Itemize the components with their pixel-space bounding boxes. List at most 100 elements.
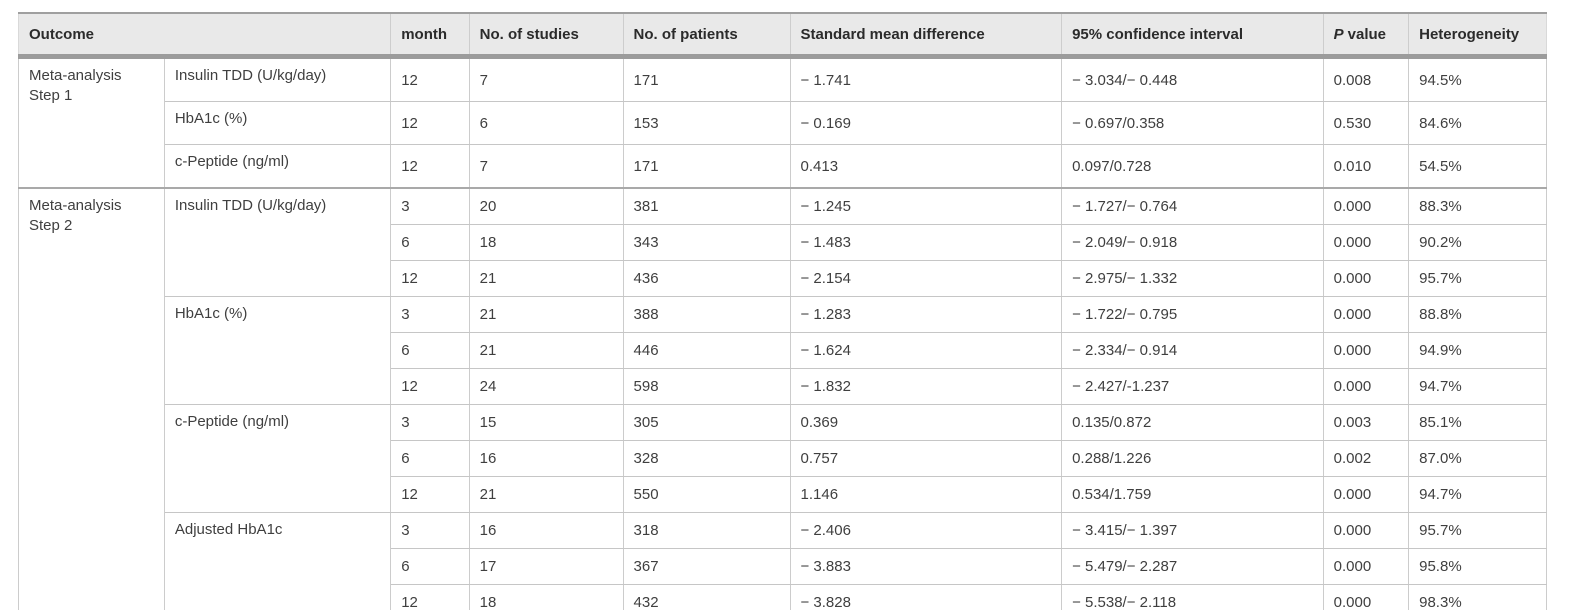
smd-cell: 0.413 [789,144,1063,189]
p-value-cell: 0.000 [1322,260,1410,297]
col-header-heterogeneity: Heterogeneity [1408,13,1547,59]
month-cell: 12 [390,144,470,189]
smd-cell: − 2.406 [789,512,1063,549]
month-cell: 3 [390,404,470,441]
patients-cell: 381 [622,187,791,225]
p-value-cell: 0.002 [1322,440,1410,477]
patients-cell: 367 [622,548,791,585]
p-value-cell: 0.000 [1322,512,1410,549]
table-row: 6 18 343− 1.483− 2.049/− 0.918 0.000 90.2% [19,224,1547,261]
patients-cell: 388 [622,296,791,333]
studies-cell: 21 [468,332,624,369]
studies-cell: 15 [468,404,624,441]
studies-cell: 7 [468,56,624,102]
p-value-cell: 0.000 [1322,224,1410,261]
smd-cell: 0.369 [789,404,1063,441]
p-value-cell: 0.530 [1322,101,1410,145]
p-value-cell: 0.008 [1322,56,1410,102]
heterogeneity-cell: 94.7% [1408,476,1547,513]
patients-cell: 318 [622,512,791,549]
month-cell: 6 [390,548,470,585]
patients-cell: 598 [622,368,791,405]
ci-cell: − 2.975/− 1.332 [1061,260,1324,297]
p-value-cell: 0.000 [1322,368,1410,405]
p-value-italic-letter: P [1333,25,1344,43]
heterogeneity-cell: 88.3% [1408,187,1547,225]
table-row: c-Peptide (ng/ml) 3 15 305 0.369 0.135/0.872 0… [19,404,1547,513]
col-header-outcome: Outcome [18,13,391,59]
smd-cell: − 1.283 [789,296,1063,333]
meta-analysis-table: Outcome month No. of studies No. of pati… [18,12,1547,610]
month-cell: 6 [390,440,470,477]
heterogeneity-cell: 88.8% [1408,296,1547,333]
studies-cell: 16 [468,512,624,549]
ci-cell: − 3.415/− 1.397 [1061,512,1324,549]
patients-cell: 343 [622,224,791,261]
month-cell: 3 [390,187,470,225]
studies-cell: 18 [468,584,624,610]
smd-cell: 0.757 [789,440,1063,477]
table-row: 12 21 550 1.146 0.534/1.759 0.000 94.7% [19,476,1547,513]
p-value-cell: 0.010 [1322,144,1410,189]
ci-cell: 0.288/1.226 [1061,440,1324,477]
col-header-ci: 95% confidence interval [1061,13,1324,59]
heterogeneity-cell: 95.8% [1408,548,1547,585]
table-row: 6 21 446− 1.624− 2.334/− 0.914 0.000 94.9% [19,332,1547,369]
table-row: 12 18 432− 3.828− 5.538/− 2.118 0.000 98.3% [19,584,1547,610]
month-cell: 3 [390,512,470,549]
month-cell: 6 [390,224,470,261]
studies-cell: 21 [468,296,624,333]
outcome-cell: HbA1c (%) [163,296,392,405]
month-cell: 12 [390,584,470,610]
p-value-cell: 0.000 [1322,332,1410,369]
ci-cell: − 5.538/− 2.118 [1061,584,1324,610]
patients-cell: 446 [622,332,791,369]
studies-cell: 16 [468,440,624,477]
studies-cell: 20 [468,187,624,225]
ci-cell: − 1.727/− 0.764 [1061,187,1324,225]
table-row: 12 24 598− 1.832− 2.427/-1.237 0.000 94.7% [19,368,1547,405]
smd-cell: − 0.169 [789,101,1063,145]
p-value-cell: 0.000 [1322,584,1410,610]
heterogeneity-cell: 94.7% [1408,368,1547,405]
patients-cell: 328 [622,440,791,477]
smd-cell: − 1.624 [789,332,1063,369]
p-value-cell: 0.003 [1322,404,1410,441]
col-header-patients: No. of patients [622,13,790,59]
smd-cell: 1.146 [789,476,1063,513]
patients-cell: 171 [622,56,791,102]
smd-cell: − 2.154 [789,260,1063,297]
table-row: 6 17 367− 3.883− 5.479/− 2.287 0.000 95.8% [19,548,1547,585]
ci-cell: 0.534/1.759 [1061,476,1324,513]
ci-cell: − 0.697/0.358 [1061,101,1324,145]
ci-cell: − 2.049/− 0.918 [1061,224,1324,261]
studies-cell: 6 [468,101,624,145]
group-label-cell: Meta-analysis Step 1 [18,56,165,189]
outcome-cell: HbA1c (%) [163,101,392,145]
patients-cell: 550 [622,476,791,513]
month-cell: 12 [390,260,470,297]
col-header-smd: Standard mean difference [789,13,1062,59]
smd-cell: − 1.245 [789,187,1063,225]
studies-cell: 21 [468,260,624,297]
p-value-cell: 0.000 [1322,476,1410,513]
col-header-studies: No. of studies [468,13,624,59]
month-cell: 6 [390,332,470,369]
table-row: Meta-analysis Step 1 Insulin TDD (U/kg/da… [18,56,1547,189]
heterogeneity-cell: 85.1% [1408,404,1547,441]
outcome-cell: Insulin TDD (U/kg/day) [163,56,392,102]
table-body: Meta-analysis Step 1 Insulin TDD (U/kg/da… [18,56,1547,610]
outcome-cell: c-Peptide (ng/ml) [163,404,392,513]
col-header-month: month [390,13,470,59]
studies-cell: 24 [468,368,624,405]
heterogeneity-cell: 87.0% [1408,440,1547,477]
heterogeneity-cell: 95.7% [1408,512,1547,549]
heterogeneity-cell: 95.7% [1408,260,1547,297]
p-value-cell: 0.000 [1322,296,1410,333]
table-row: c-Peptide (ng/ml) 12 7 171 0.413 0.097/0.728 0… [19,144,1547,189]
heterogeneity-cell: 84.6% [1408,101,1547,145]
studies-cell: 21 [468,476,624,513]
patients-cell: 305 [622,404,791,441]
